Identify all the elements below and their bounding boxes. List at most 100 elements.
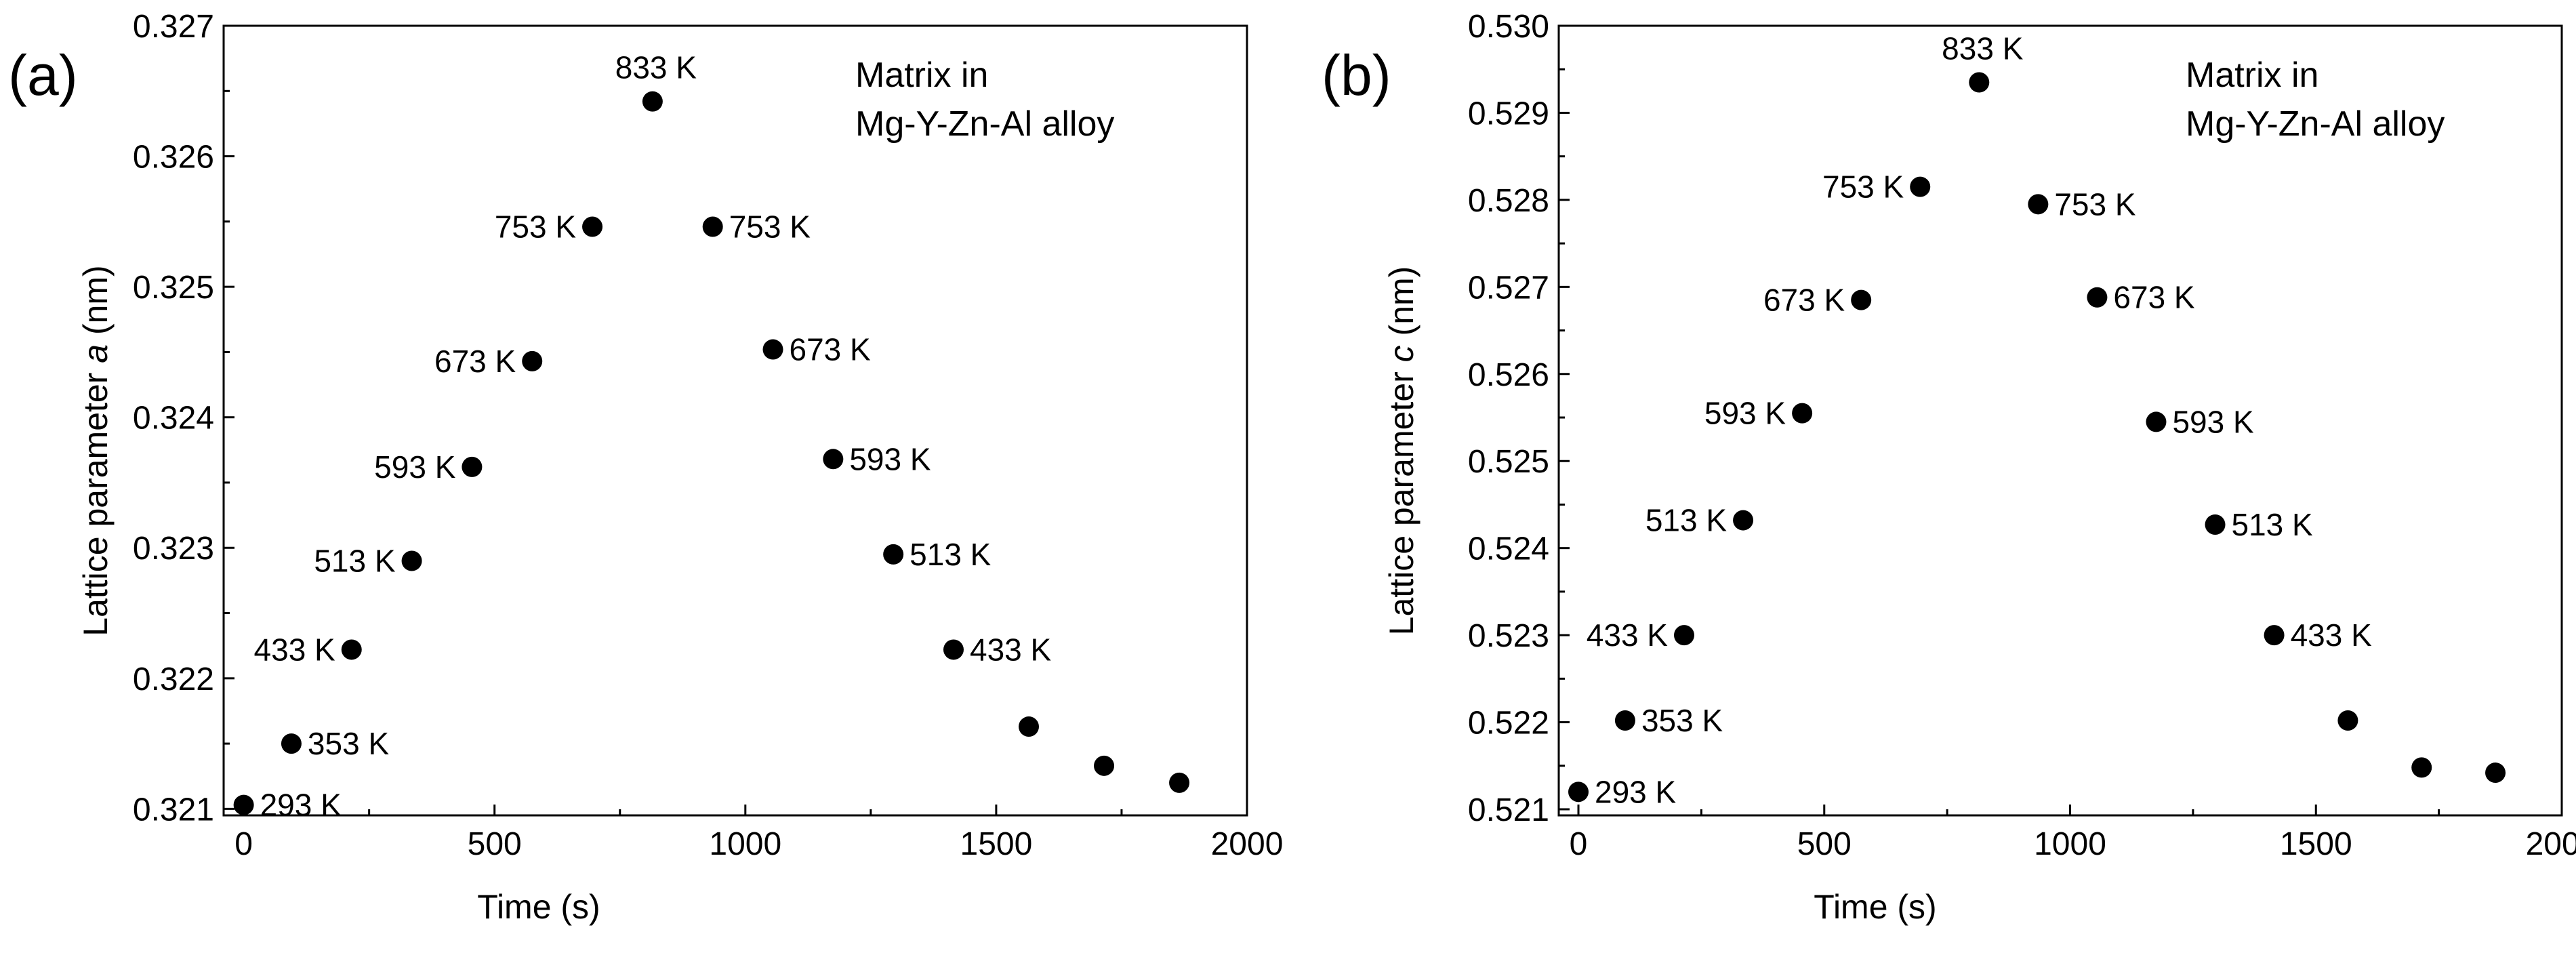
temperature-label: 753 K <box>495 209 577 245</box>
temperature-label: 293 K <box>1595 774 1677 809</box>
temperature-label: 593 K <box>374 449 456 485</box>
temperature-label: 513 K <box>909 537 991 572</box>
data-point <box>2205 514 2226 535</box>
data-point <box>1674 625 1694 646</box>
data-point <box>462 456 483 477</box>
temperature-label: 593 K <box>1704 396 1786 431</box>
data-point <box>2264 625 2285 646</box>
data-point <box>2337 710 2358 731</box>
y-tick-label: 0.326 <box>133 140 214 176</box>
y-tick-group: 0.521 0.522 0.523 0.524 0.525 0.526 0.527 0.528… <box>1468 9 1570 828</box>
data-point <box>1792 403 1813 424</box>
x-tick-label: 1000 <box>709 826 781 862</box>
y-tick-label: 0.530 <box>1468 9 1549 45</box>
x-tick-label: 500 <box>468 826 522 862</box>
data-points: 293 K 353 K 433 K 513 K 593 K 673 K 753 K 833 K… <box>1568 31 2506 809</box>
data-points: 293 K 353 K 433 K 513 K 593 K 673 K 753 K 833 K… <box>233 50 1190 823</box>
temperature-label: 353 K <box>1641 703 1723 738</box>
y-tick-label: 0.323 <box>133 531 214 567</box>
x-tick-label: 1000 <box>2034 826 2106 862</box>
data-point <box>401 550 422 571</box>
temperature-label: 673 K <box>434 344 516 379</box>
x-tick-label: 500 <box>1797 826 1852 862</box>
temperature-label: 513 K <box>2232 507 2314 542</box>
temperature-label: 433 K <box>1587 617 1669 653</box>
x-tick-group: 0 500 1000 1500 2000 <box>234 805 1283 862</box>
temperature-label: 673 K <box>2113 280 2195 315</box>
legend-line-1: Matrix in <box>855 56 988 95</box>
y-tick-label: 0.321 <box>133 792 214 828</box>
temperature-label: 673 K <box>1763 283 1845 318</box>
data-point <box>1019 716 1040 737</box>
temperature-label: 593 K <box>2172 404 2254 439</box>
temperature-label: 593 K <box>849 441 931 476</box>
temperature-label: 513 K <box>1645 503 1727 538</box>
data-point <box>522 350 543 371</box>
y-tick-label: 0.324 <box>133 401 214 436</box>
data-point <box>233 794 254 815</box>
panel-label: (b) <box>1322 43 1391 107</box>
y-tick-label: 0.525 <box>1468 444 1549 480</box>
temperature-label: 753 K <box>2054 186 2136 222</box>
x-tick-label: 0 <box>1570 826 1588 862</box>
y-tick-label: 0.523 <box>1468 618 1549 654</box>
y-tick-label: 0.325 <box>133 270 214 306</box>
data-point <box>1969 72 1990 93</box>
y-axis-label: Lattice parameter a (nm) <box>77 265 115 636</box>
data-point <box>883 544 904 565</box>
x-axis-label: Time (s) <box>1814 888 1936 926</box>
y-tick-group: 0.321 0.322 0.323 0.324 0.325 0.326 0.327 <box>133 9 234 828</box>
temperature-label: 513 K <box>314 544 396 579</box>
panel-label: (a) <box>8 43 78 107</box>
data-point <box>2485 763 2506 784</box>
legend-line-2: Mg-Y-Zn-Al alloy <box>855 104 1114 144</box>
data-point <box>1614 710 1635 731</box>
y-tick-label: 0.527 <box>1468 270 1549 306</box>
x-tick-group: 0 500 1000 1500 2000 <box>1570 805 2576 862</box>
data-point <box>2087 287 2108 308</box>
y-tick-label: 0.526 <box>1468 357 1549 393</box>
data-point <box>702 216 723 237</box>
plot-frame <box>1557 24 2563 817</box>
temperature-label: 433 K <box>2291 617 2373 653</box>
data-point <box>1910 176 1931 197</box>
y-tick-label: 0.327 <box>133 9 214 45</box>
temperature-label: 833 K <box>1942 31 2024 66</box>
panel-b: (b) Lattice parameter c (nm) Time (s) Ma… <box>1322 9 2576 926</box>
data-point <box>1094 755 1115 776</box>
plot-frame <box>222 24 1248 817</box>
y-tick-label: 0.522 <box>1468 706 1549 741</box>
temperature-label: 753 K <box>1822 169 1904 205</box>
data-point <box>1169 772 1190 793</box>
data-point <box>762 339 783 360</box>
temperature-label: 293 K <box>260 788 342 823</box>
x-tick-label: 1500 <box>2280 826 2352 862</box>
x-tick-label: 2000 <box>2526 826 2576 862</box>
data-point <box>582 216 603 237</box>
y-tick-label: 0.322 <box>133 662 214 697</box>
x-tick-label: 1500 <box>960 826 1033 862</box>
data-point <box>2411 757 2432 778</box>
data-point <box>642 91 663 112</box>
data-point <box>341 639 362 660</box>
panel-a: (a) Lattice parameter a (nm) Time (s) Ma… <box>8 9 1283 926</box>
x-tick-label: 0 <box>234 826 253 862</box>
y-tick-label: 0.521 <box>1468 792 1549 828</box>
data-point <box>2146 411 2167 432</box>
temperature-label: 833 K <box>615 50 697 85</box>
y-tick-label: 0.524 <box>1468 531 1549 567</box>
data-point <box>2028 194 2049 215</box>
data-point <box>1733 510 1754 531</box>
temperature-label: 673 K <box>790 332 872 367</box>
y-tick-label: 0.529 <box>1468 96 1549 131</box>
legend-line-1: Matrix in <box>2186 56 2318 95</box>
y-tick-label: 0.528 <box>1468 183 1549 219</box>
data-point <box>823 449 844 470</box>
x-axis-label: Time (s) <box>477 888 600 926</box>
temperature-label: 433 K <box>254 632 336 667</box>
legend-line-2: Mg-Y-Zn-Al alloy <box>2186 104 2445 144</box>
y-axis-label: Lattice parameter c (nm) <box>1383 266 1420 636</box>
data-point <box>281 733 302 754</box>
data-point <box>1851 289 1872 310</box>
